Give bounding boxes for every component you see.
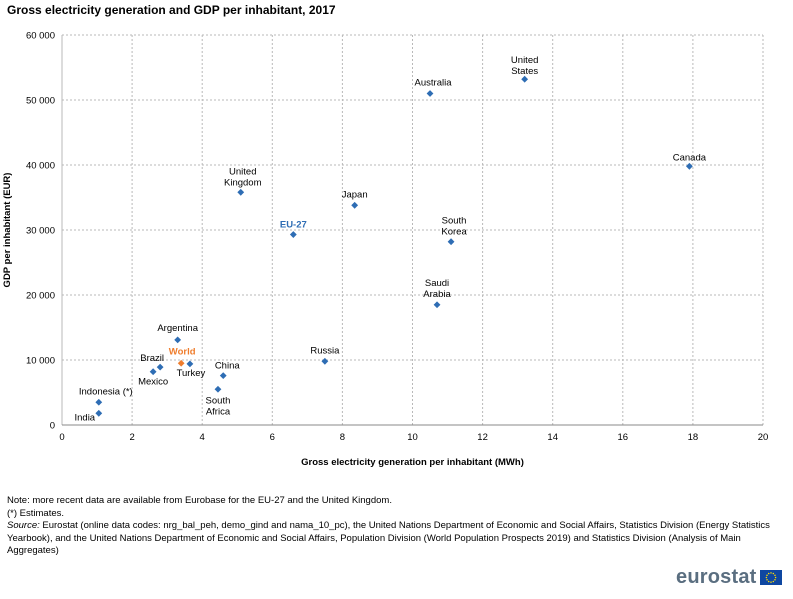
data-point-label: Argentina — [157, 323, 198, 334]
data-point-label: EU-27 — [280, 220, 307, 231]
data-point-label: Brazil — [140, 353, 164, 364]
data-point-label: China — [215, 361, 241, 372]
data-point-label: Saudi — [425, 278, 449, 289]
chart-notes: Note: more recent data are available fro… — [7, 495, 787, 558]
data-point-label: Turkey — [177, 368, 206, 379]
data-point-marker[interactable] — [237, 188, 245, 196]
data-point-label: Russia — [310, 345, 340, 356]
data-point-label: Africa — [206, 406, 231, 417]
data-point-label: Japan — [342, 189, 368, 200]
data-point-label: Mexico — [138, 377, 168, 388]
chart-title: Gross electricity generation and GDP per… — [7, 3, 336, 17]
eurostat-logo: eurostat — [676, 566, 782, 589]
x-tick-label: 6 — [270, 432, 275, 443]
data-point-marker[interactable] — [351, 201, 359, 209]
data-point-marker[interactable] — [95, 409, 103, 417]
source-note: Source: Eurostat (online data codes: nrg… — [7, 520, 787, 558]
x-tick-label: 20 — [758, 432, 769, 443]
x-tick-label: 14 — [547, 432, 558, 443]
data-point-marker[interactable] — [177, 359, 185, 367]
data-point-marker[interactable] — [321, 357, 329, 365]
data-point-label: Kingdom — [224, 177, 262, 188]
data-point-marker[interactable] — [447, 238, 455, 246]
data-point-marker[interactable] — [214, 385, 222, 393]
x-tick-label: 16 — [618, 432, 629, 443]
grid — [61, 34, 764, 426]
x-tick-label: 0 — [59, 432, 64, 443]
logo-text: eurostat — [676, 566, 757, 588]
y-axis-ticks: 0 10 000 20 000 30 000 40 000 50 000 60 000 — [26, 31, 55, 432]
data-point-marker[interactable] — [433, 301, 441, 309]
data-point-label: States — [511, 66, 538, 77]
x-axis-ticks: 0 2 4 6 8 10 12 14 16 18 20 — [59, 432, 768, 443]
y-tick-label: 10 000 — [26, 356, 55, 367]
x-tick-label: 12 — [477, 432, 488, 443]
scatter-chart: 0 2 4 6 8 10 12 14 16 18 20 0 10 000 20 000 30 000 40 … — [2, 31, 768, 469]
data-point-marker[interactable] — [95, 398, 103, 406]
data-point-label: United — [511, 55, 538, 66]
data-point-label: Arabia — [423, 289, 451, 300]
data-point-label: Korea — [441, 227, 467, 238]
source-label: Source: — [7, 520, 40, 531]
data-point-label: World — [169, 346, 196, 357]
y-tick-label: 20 000 — [26, 291, 55, 302]
x-tick-label: 2 — [129, 432, 134, 443]
y-tick-label: 40 000 — [26, 161, 55, 172]
y-tick-label: 60 000 — [26, 31, 55, 42]
data-point-marker[interactable] — [219, 372, 227, 379]
y-tick-label: 0 — [50, 421, 55, 432]
y-axis-label: GDP per inhabitant (EUR) — [2, 173, 13, 288]
data-point-label: Canada — [673, 152, 707, 163]
x-tick-label: 18 — [688, 432, 699, 443]
data-points: UnitedStatesAustraliaCanadaUnitedKingdom… — [74, 55, 706, 423]
data-point-marker[interactable] — [149, 368, 157, 376]
data-point-marker[interactable] — [289, 231, 297, 238]
estimates-note: (*) Estimates. — [7, 507, 65, 519]
data-point-label: South — [206, 395, 231, 406]
note-line: Note: more recent data are available fro… — [7, 495, 392, 506]
data-point-label: Indonesia (*) — [79, 386, 133, 397]
data-point-label: South — [442, 216, 467, 227]
data-point-marker[interactable] — [186, 360, 194, 368]
y-tick-label: 30 000 — [26, 226, 55, 237]
data-point-marker[interactable] — [174, 336, 182, 344]
data-point-marker[interactable] — [521, 75, 529, 83]
x-tick-label: 10 — [407, 432, 418, 443]
data-point-label: Australia — [415, 78, 453, 89]
data-point-label: United — [229, 166, 256, 177]
x-tick-label: 8 — [340, 432, 345, 443]
data-point-marker[interactable] — [426, 90, 434, 97]
data-point-marker[interactable] — [685, 162, 693, 170]
data-point-label: India — [74, 412, 95, 423]
y-tick-label: 50 000 — [26, 96, 55, 107]
data-point-marker[interactable] — [156, 363, 164, 371]
source-text: Eurostat (online data codes: nrg_bal_peh… — [7, 520, 770, 556]
x-tick-label: 4 — [200, 432, 205, 443]
x-axis-label: Gross electricity generation per inhabit… — [301, 457, 524, 468]
eu-flag-icon — [759, 570, 782, 585]
